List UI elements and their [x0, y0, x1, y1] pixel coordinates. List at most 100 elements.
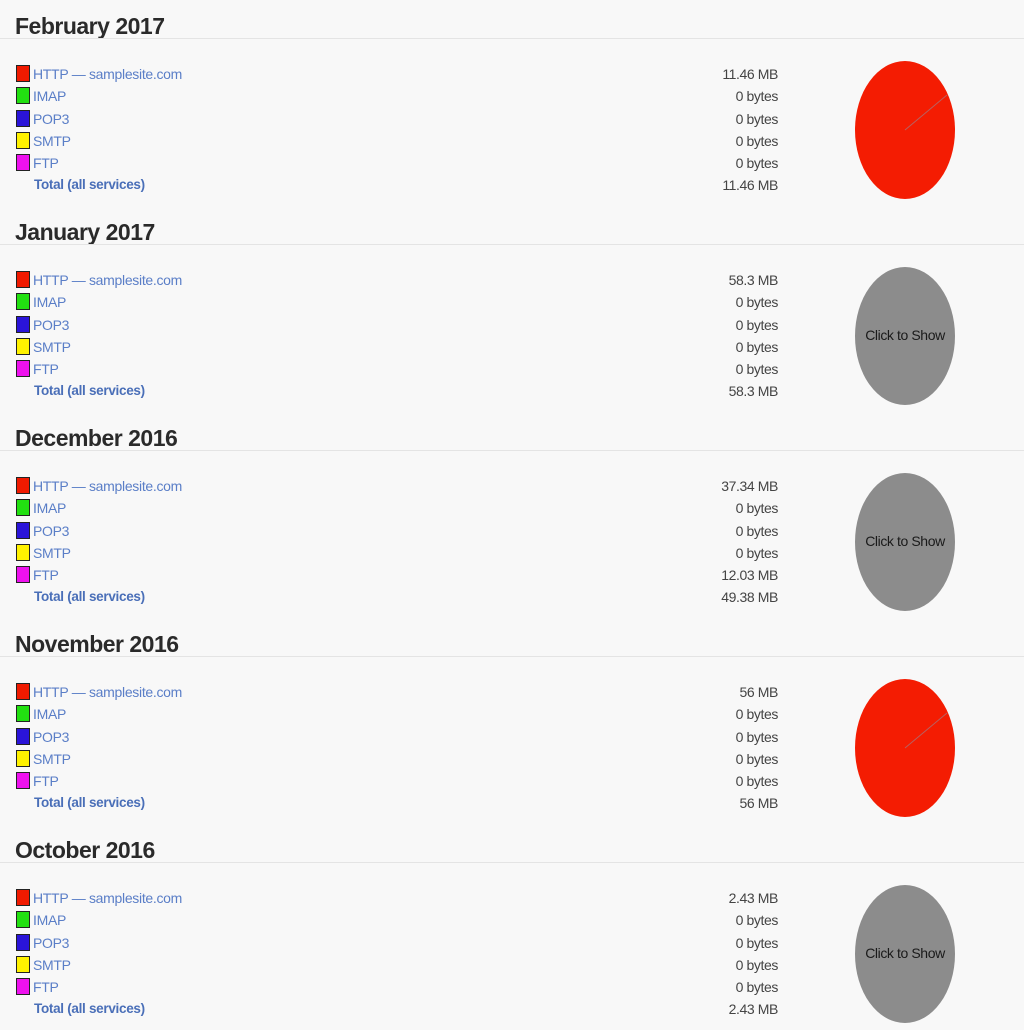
pop3-color-swatch: [16, 933, 30, 951]
imap-color-swatch: [16, 705, 30, 723]
service-link-http[interactable]: HTTP — samplesite.com: [33, 684, 183, 700]
total-link[interactable]: Total (all services): [34, 589, 145, 605]
total-row: Total (all services) 2.43 MB: [0, 998, 800, 1020]
service-row-ftp: FTP 0 bytes: [0, 976, 800, 998]
service-link-ftp[interactable]: FTP: [33, 361, 59, 378]
service-row-http: HTTP — samplesite.com 56 MB: [0, 681, 800, 703]
service-link-pop3[interactable]: POP3: [33, 934, 70, 951]
service-link-ftp[interactable]: FTP: [33, 979, 59, 996]
service-value: 0 bytes: [735, 912, 779, 929]
month-title: December 2016: [15, 425, 178, 451]
month-title: October 2016: [15, 837, 155, 863]
http-color-swatch: [16, 65, 30, 82]
service-row-http: HTTP — samplesite.com 11.46 MB: [0, 63, 800, 85]
service-row-http: HTTP — samplesite.com 37.34 MB: [0, 475, 800, 497]
service-row-pop3: POP3 0 bytes: [0, 108, 800, 130]
section-divider: [0, 450, 1024, 451]
service-value: 0 bytes: [735, 155, 779, 172]
service-link-pop3[interactable]: POP3: [33, 728, 70, 745]
click-to-show-label: Click to Show: [865, 327, 945, 343]
service-row-ftp: FTP 0 bytes: [0, 358, 800, 380]
service-link-pop3[interactable]: POP3: [33, 522, 70, 539]
pie-graphic: [855, 885, 955, 1023]
service-link-imap[interactable]: IMAP: [33, 706, 67, 723]
service-link-ftp[interactable]: FTP: [33, 567, 59, 584]
service-value: 0 bytes: [735, 132, 779, 149]
pop3-color-swatch: [16, 109, 30, 127]
month-title: January 2017: [15, 219, 155, 245]
service-link-http[interactable]: HTTP — samplesite.com: [33, 478, 183, 494]
http-color-swatch: [16, 683, 30, 700]
service-row-imap: IMAP 0 bytes: [0, 497, 800, 519]
section-divider: [0, 656, 1024, 657]
month-section: December 2016 HTTP — samplesite.com 37.34…: [0, 412, 1024, 618]
month-section: November 2016 HTTP — samplesite.com 56 MB…: [0, 618, 1024, 824]
service-row-ftp: FTP 0 bytes: [0, 770, 800, 792]
pie-graphic: [855, 473, 955, 611]
service-link-ftp[interactable]: FTP: [33, 155, 59, 172]
service-value: 2.43 MB: [728, 890, 779, 906]
http-color-swatch: [16, 477, 30, 494]
pie-graphic: [855, 267, 955, 405]
imap-color-swatch: [16, 499, 30, 517]
smtp-color-swatch: [16, 543, 30, 561]
ftp-color-swatch: [16, 566, 30, 584]
service-value: 37.34 MB: [721, 478, 778, 494]
service-row-imap: IMAP 0 bytes: [0, 85, 800, 107]
service-link-http[interactable]: HTTP — samplesite.com: [33, 66, 183, 82]
pie-chart[interactable]: Click to Show: [855, 473, 955, 611]
service-value: 0 bytes: [735, 110, 779, 127]
service-value: 0 bytes: [735, 88, 779, 105]
service-value: 0 bytes: [735, 706, 779, 723]
service-value: 0 bytes: [735, 338, 779, 355]
service-link-ftp[interactable]: FTP: [33, 773, 59, 790]
total-link[interactable]: Total (all services): [34, 1001, 145, 1017]
service-link-smtp[interactable]: SMTP: [33, 750, 71, 767]
pie-chart[interactable]: [855, 679, 955, 817]
service-row-http: HTTP — samplesite.com 58.3 MB: [0, 269, 800, 291]
pie-graphic: [855, 679, 955, 817]
service-link-pop3[interactable]: POP3: [33, 110, 70, 127]
pop3-color-swatch: [16, 521, 30, 539]
section-divider: [0, 38, 1024, 39]
service-link-smtp[interactable]: SMTP: [33, 132, 71, 149]
service-value: 0 bytes: [735, 361, 779, 378]
service-row-pop3: POP3 0 bytes: [0, 314, 800, 336]
service-row-pop3: POP3 0 bytes: [0, 932, 800, 954]
service-value: 0 bytes: [735, 934, 779, 951]
service-value: 12.03 MB: [721, 567, 778, 584]
service-link-smtp[interactable]: SMTP: [33, 544, 71, 561]
total-link[interactable]: Total (all services): [34, 177, 145, 193]
service-row-smtp: SMTP 0 bytes: [0, 130, 800, 152]
pie-chart[interactable]: Click to Show: [855, 885, 955, 1023]
total-row: Total (all services) 49.38 MB: [0, 586, 800, 608]
service-value: 0 bytes: [735, 294, 779, 311]
total-value: 58.3 MB: [728, 383, 779, 400]
total-link[interactable]: Total (all services): [34, 383, 145, 399]
service-link-imap[interactable]: IMAP: [33, 88, 67, 105]
service-link-pop3[interactable]: POP3: [33, 316, 70, 333]
service-link-smtp[interactable]: SMTP: [33, 956, 71, 973]
service-link-http[interactable]: HTTP — samplesite.com: [33, 272, 183, 288]
imap-color-swatch: [16, 87, 30, 105]
ftp-color-swatch: [16, 154, 30, 172]
total-value: 56 MB: [739, 795, 779, 812]
pie-chart[interactable]: Click to Show: [855, 267, 955, 405]
service-link-http[interactable]: HTTP — samplesite.com: [33, 890, 183, 906]
service-link-imap[interactable]: IMAP: [33, 294, 67, 311]
pop3-color-swatch: [16, 315, 30, 333]
pie-graphic: [855, 61, 955, 199]
service-row-ftp: FTP 12.03 MB: [0, 564, 800, 586]
ftp-color-swatch: [16, 772, 30, 790]
total-link[interactable]: Total (all services): [34, 795, 145, 811]
service-row-imap: IMAP 0 bytes: [0, 291, 800, 313]
month-title: February 2017: [15, 13, 165, 39]
service-link-imap[interactable]: IMAP: [33, 912, 67, 929]
service-row-http: HTTP — samplesite.com 2.43 MB: [0, 887, 800, 909]
ftp-color-swatch: [16, 360, 30, 378]
http-color-swatch: [16, 889, 30, 906]
service-link-imap[interactable]: IMAP: [33, 500, 67, 517]
pie-chart[interactable]: [855, 61, 955, 199]
service-link-smtp[interactable]: SMTP: [33, 338, 71, 355]
service-value: 0 bytes: [735, 773, 779, 790]
